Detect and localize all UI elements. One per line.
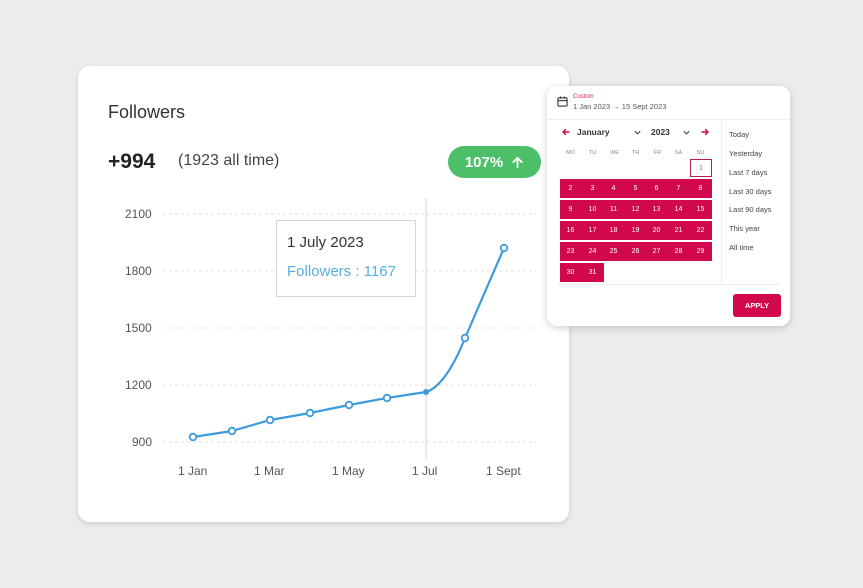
day-cell[interactable]: 14 bbox=[674, 206, 683, 213]
day-cell[interactable]: 27 bbox=[652, 248, 661, 255]
day-cell[interactable]: 12 bbox=[631, 206, 640, 213]
day-cell[interactable]: 23 bbox=[566, 248, 575, 255]
tooltip-date: 1 July 2023 bbox=[287, 234, 364, 251]
chart-tooltip: 1 July 2023 Followers : 1167 bbox=[276, 220, 416, 297]
preset-last-30-days[interactable]: Last 30 days bbox=[729, 187, 772, 196]
followers-all-time: (1923 all time) bbox=[178, 152, 280, 169]
day-cell[interactable]: 7 bbox=[676, 185, 681, 192]
day-cell[interactable]: 15 bbox=[696, 206, 705, 213]
svg-text:1 Sept: 1 Sept bbox=[486, 464, 521, 478]
day-cell[interactable]: 24 bbox=[588, 248, 597, 255]
weekday-label: TU bbox=[588, 150, 597, 156]
day-cell[interactable]: 13 bbox=[652, 206, 661, 213]
calendar-panel: January 2023 MO TU WE TH FR SA SU 1 2 3 … bbox=[557, 120, 722, 284]
day-cell[interactable]: 20 bbox=[652, 227, 661, 234]
growth-badge: 107% bbox=[448, 146, 541, 178]
day-cell[interactable]: 8 bbox=[698, 185, 703, 192]
arrow-up-icon bbox=[512, 156, 523, 168]
preset-this-year[interactable]: This year bbox=[729, 224, 760, 233]
week-row: 2 3 4 5 6 7 8 bbox=[560, 179, 712, 198]
divider bbox=[557, 284, 780, 285]
weekday-label: FR bbox=[653, 150, 662, 156]
range-type-label: Custom bbox=[573, 94, 594, 100]
y-axis-labels: 2100 1800 1500 1200 900 bbox=[125, 207, 152, 449]
day-cell[interactable]: 6 bbox=[654, 185, 659, 192]
svg-text:1200: 1200 bbox=[125, 378, 152, 392]
day-cell[interactable]: 31 bbox=[588, 269, 597, 276]
calendar-nav: January 2023 bbox=[557, 126, 722, 140]
svg-text:1 Mar: 1 Mar bbox=[254, 464, 285, 478]
day-cell[interactable]: 9 bbox=[568, 206, 573, 213]
growth-percent: 107% bbox=[464, 153, 504, 171]
next-month-icon[interactable] bbox=[700, 127, 710, 137]
day-cell[interactable]: 17 bbox=[588, 227, 597, 234]
svg-text:1 Jan: 1 Jan bbox=[178, 464, 207, 478]
preset-today[interactable]: Today bbox=[729, 130, 750, 139]
card-title: Followers bbox=[108, 102, 186, 122]
day-cell[interactable]: 25 bbox=[609, 248, 618, 255]
day-cell[interactable]: 28 bbox=[674, 248, 683, 255]
tooltip-value: Followers : 1167 bbox=[287, 263, 396, 280]
followers-card: Followers +994 (1923 all time) 107% 2100… bbox=[78, 66, 569, 522]
weekday-label: SA bbox=[674, 150, 683, 156]
svg-text:1500: 1500 bbox=[125, 321, 152, 335]
preset-last-7-days[interactable]: Last 7 days bbox=[729, 168, 768, 177]
svg-text:1 Jul: 1 Jul bbox=[412, 464, 437, 478]
date-range-picker: Custom 1 Jan 2023 → 15 Sept 2023 January… bbox=[547, 86, 790, 326]
day-cell[interactable]: 19 bbox=[631, 227, 640, 234]
svg-text:900: 900 bbox=[132, 435, 152, 449]
calendar-icon bbox=[557, 96, 568, 107]
followers-delta: +994 bbox=[108, 150, 156, 173]
day-cell[interactable]: 30 bbox=[566, 269, 575, 276]
day-cell[interactable]: 2 bbox=[568, 185, 573, 192]
day-cell-start[interactable]: 1 bbox=[690, 159, 712, 177]
selected-range: 1 Jan 2023 → 15 Sept 2023 bbox=[573, 102, 667, 111]
data-points bbox=[188, 243, 509, 442]
weekday-label: TH bbox=[631, 150, 640, 156]
weekday-label: SU bbox=[696, 150, 705, 156]
day-cell[interactable]: 18 bbox=[609, 227, 618, 234]
svg-text:1 May: 1 May bbox=[332, 464, 365, 478]
picker-header[interactable]: Custom 1 Jan 2023 → 15 Sept 2023 bbox=[547, 86, 790, 120]
svg-text:2100: 2100 bbox=[125, 207, 152, 221]
x-axis-labels: 1 Jan 1 Mar 1 May 1 Jul 1 Sept bbox=[178, 464, 521, 478]
day-cell[interactable]: 3 bbox=[590, 185, 595, 192]
day-cell[interactable]: 16 bbox=[566, 227, 575, 234]
day-cell[interactable]: 22 bbox=[696, 227, 705, 234]
chevron-down-icon[interactable] bbox=[682, 128, 691, 137]
day-cell[interactable]: 29 bbox=[696, 248, 705, 255]
day-cell[interactable]: 5 bbox=[633, 185, 638, 192]
prev-month-icon[interactable] bbox=[561, 127, 571, 137]
weekday-label: WE bbox=[610, 150, 619, 156]
preset-yesterday[interactable]: Yesterday bbox=[729, 149, 763, 158]
week-row: 30 31 bbox=[560, 263, 604, 282]
day-cell[interactable]: 11 bbox=[609, 206, 618, 213]
week-row: 23 24 25 26 27 28 29 bbox=[560, 242, 712, 261]
active-data-point[interactable] bbox=[423, 389, 429, 395]
apply-button[interactable]: APPLY bbox=[733, 294, 781, 317]
month-select[interactable]: January bbox=[577, 127, 610, 137]
day-cell[interactable]: 10 bbox=[588, 206, 597, 213]
day-cell[interactable]: 26 bbox=[631, 248, 640, 255]
preset-all-time[interactable]: All time bbox=[729, 243, 754, 252]
day-cell[interactable]: 4 bbox=[611, 185, 616, 192]
year-select[interactable]: 2023 bbox=[651, 127, 670, 137]
chevron-down-icon[interactable] bbox=[633, 128, 642, 137]
weekday-label: MO bbox=[566, 150, 575, 156]
week-row: 9 10 11 12 13 14 15 bbox=[560, 200, 712, 219]
svg-text:1800: 1800 bbox=[125, 264, 152, 278]
preset-last-90-days[interactable]: Last 90 days bbox=[729, 205, 772, 214]
week-row: 16 17 18 19 20 21 22 bbox=[560, 221, 712, 240]
day-cell[interactable]: 21 bbox=[674, 227, 683, 234]
